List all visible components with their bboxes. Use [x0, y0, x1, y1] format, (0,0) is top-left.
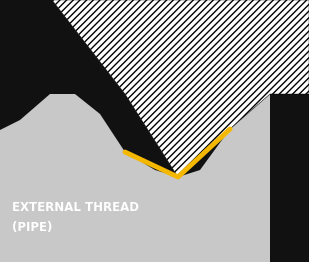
Text: EXTERNAL THREAD: EXTERNAL THREAD	[12, 201, 139, 214]
Polygon shape	[0, 94, 309, 262]
Text: (PIPE): (PIPE)	[12, 221, 52, 234]
Polygon shape	[52, 0, 309, 177]
